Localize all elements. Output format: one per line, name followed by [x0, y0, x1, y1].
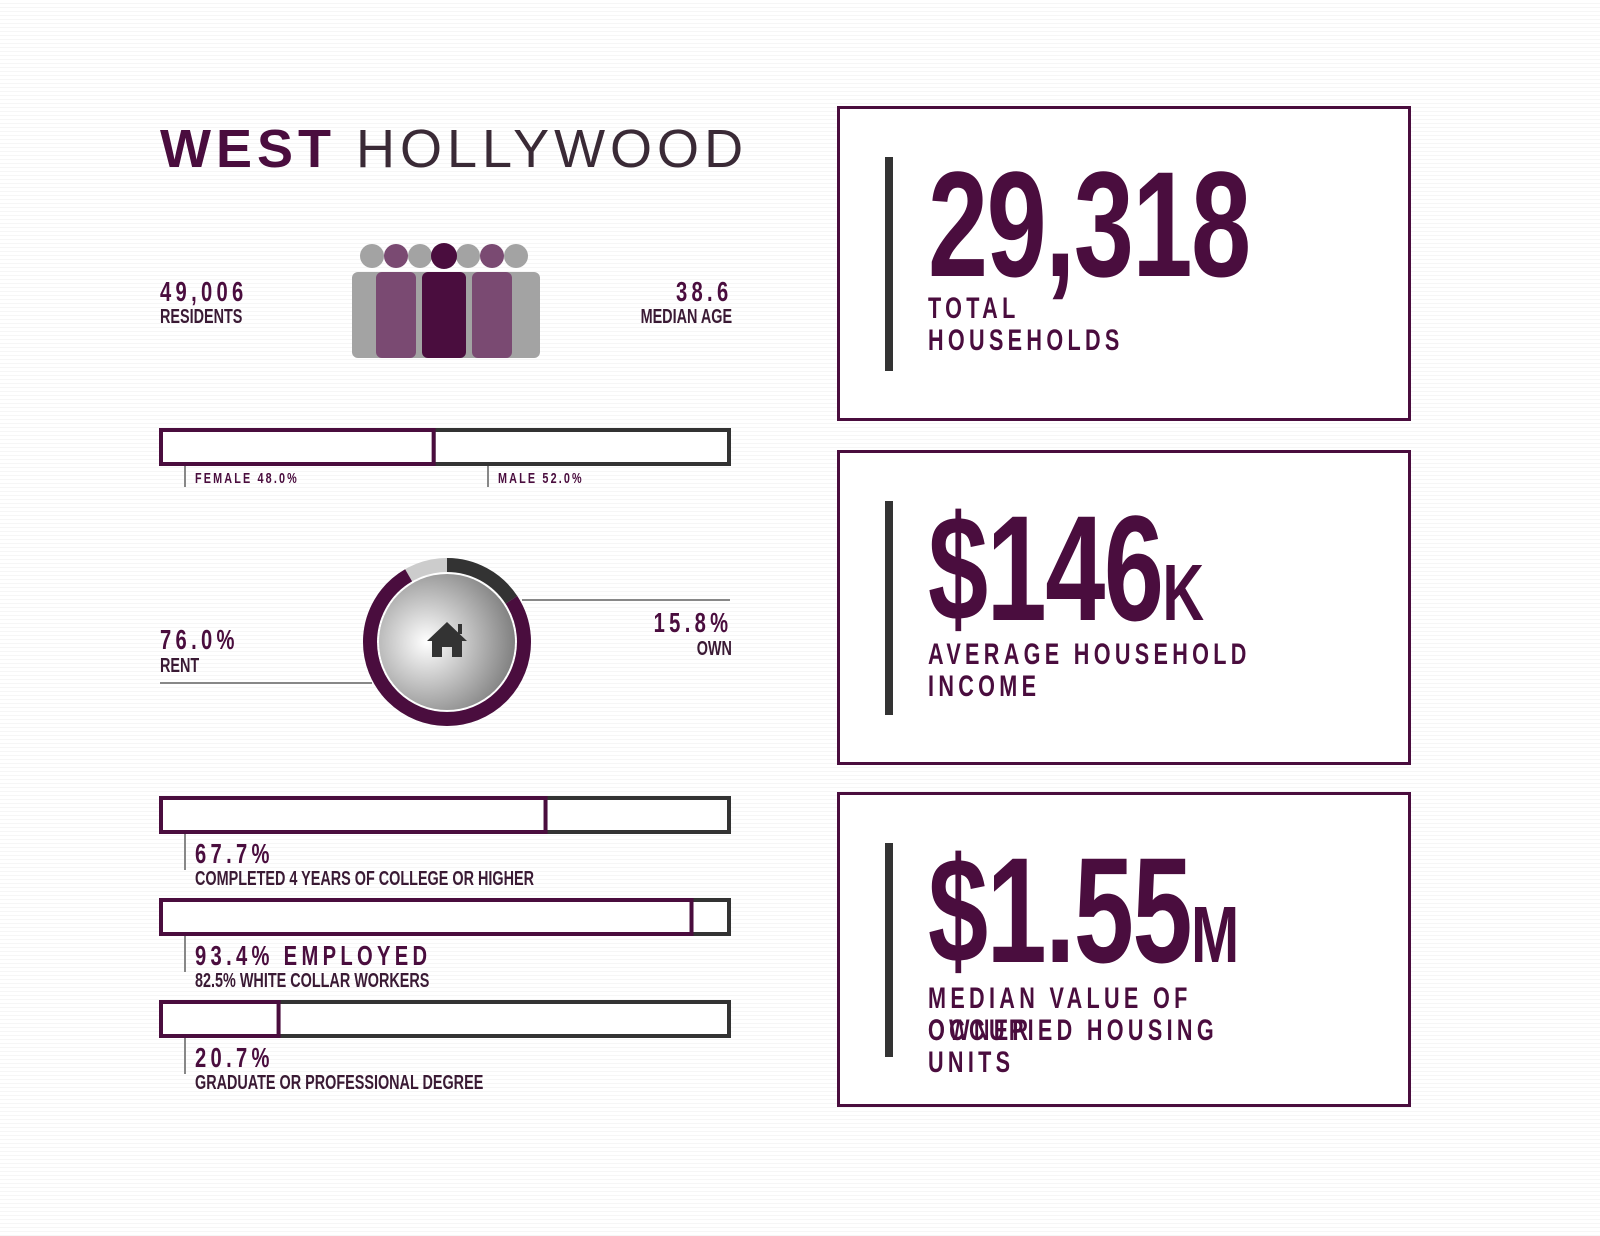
bar	[159, 898, 694, 936]
stat-suffix: K	[1162, 548, 1205, 637]
female-label: FEMALE 48.0%	[195, 470, 299, 487]
house-icon	[427, 622, 467, 657]
bar	[159, 796, 548, 834]
stat-card: $1.55M MEDIAN VALUE OF OWNER OCCUPIED HO…	[837, 792, 1411, 1107]
stat-label: INCOME	[928, 670, 1041, 703]
donut-arc	[363, 558, 531, 726]
rent-label: RENT	[160, 655, 200, 677]
male-bar	[431, 428, 731, 466]
stat-card: $146K AVERAGE HOUSEHOLD INCOME	[837, 450, 1411, 765]
female-bar	[159, 428, 436, 466]
age-value: 38.6	[675, 276, 732, 307]
bar-track	[159, 796, 731, 834]
edu-value: 20.7%	[195, 1042, 274, 1073]
residents-value: 49,006	[160, 276, 248, 307]
edu-value: 67.7%	[195, 838, 274, 869]
edu-value: 93.4% EMPLOYED	[195, 940, 432, 971]
residents-label: RESIDENTS	[160, 306, 243, 328]
title-bold: WEST	[160, 119, 336, 179]
stat-label: TOTAL	[928, 292, 1020, 325]
age-label: MEDIAN AGE	[640, 306, 732, 328]
stat-value: 29,318	[928, 140, 1251, 308]
stat-label: MEDIAN VALUE OF OWNER	[928, 982, 1192, 1047]
bar-track	[159, 898, 731, 936]
title: WEST HOLLYWOOD	[160, 118, 748, 180]
own-label: OWN	[696, 638, 732, 660]
bar	[159, 1000, 281, 1038]
stat-value: $1.55	[928, 826, 1193, 994]
stat-card: 29,318 TOTAL HOUSEHOLDS	[837, 106, 1411, 421]
stat-suffix: M	[1191, 890, 1239, 979]
male-label: MALE 52.0%	[498, 470, 584, 487]
stat-label: OCCUPIED HOUSING UNITS	[928, 1014, 1218, 1079]
stat-label: AVERAGE HOUSEHOLD	[928, 638, 1251, 671]
edu-label: COMPLETED 4 YEARS OF COLLEGE OR HIGHER	[195, 868, 534, 890]
donut-arc	[363, 558, 531, 726]
stat-value: $146	[928, 484, 1164, 652]
own-value: 15.8%	[653, 607, 732, 638]
edu-label: 82.5% WHITE COLLAR WORKERS	[195, 970, 430, 992]
stat-label: HOUSEHOLDS	[928, 324, 1124, 357]
bar-track	[159, 1000, 731, 1038]
rent-value: 76.0%	[160, 624, 239, 655]
people-icon	[352, 243, 540, 358]
edu-label: GRADUATE OR PROFESSIONAL DEGREE	[195, 1072, 484, 1094]
title-light: HOLLYWOOD	[356, 119, 749, 179]
